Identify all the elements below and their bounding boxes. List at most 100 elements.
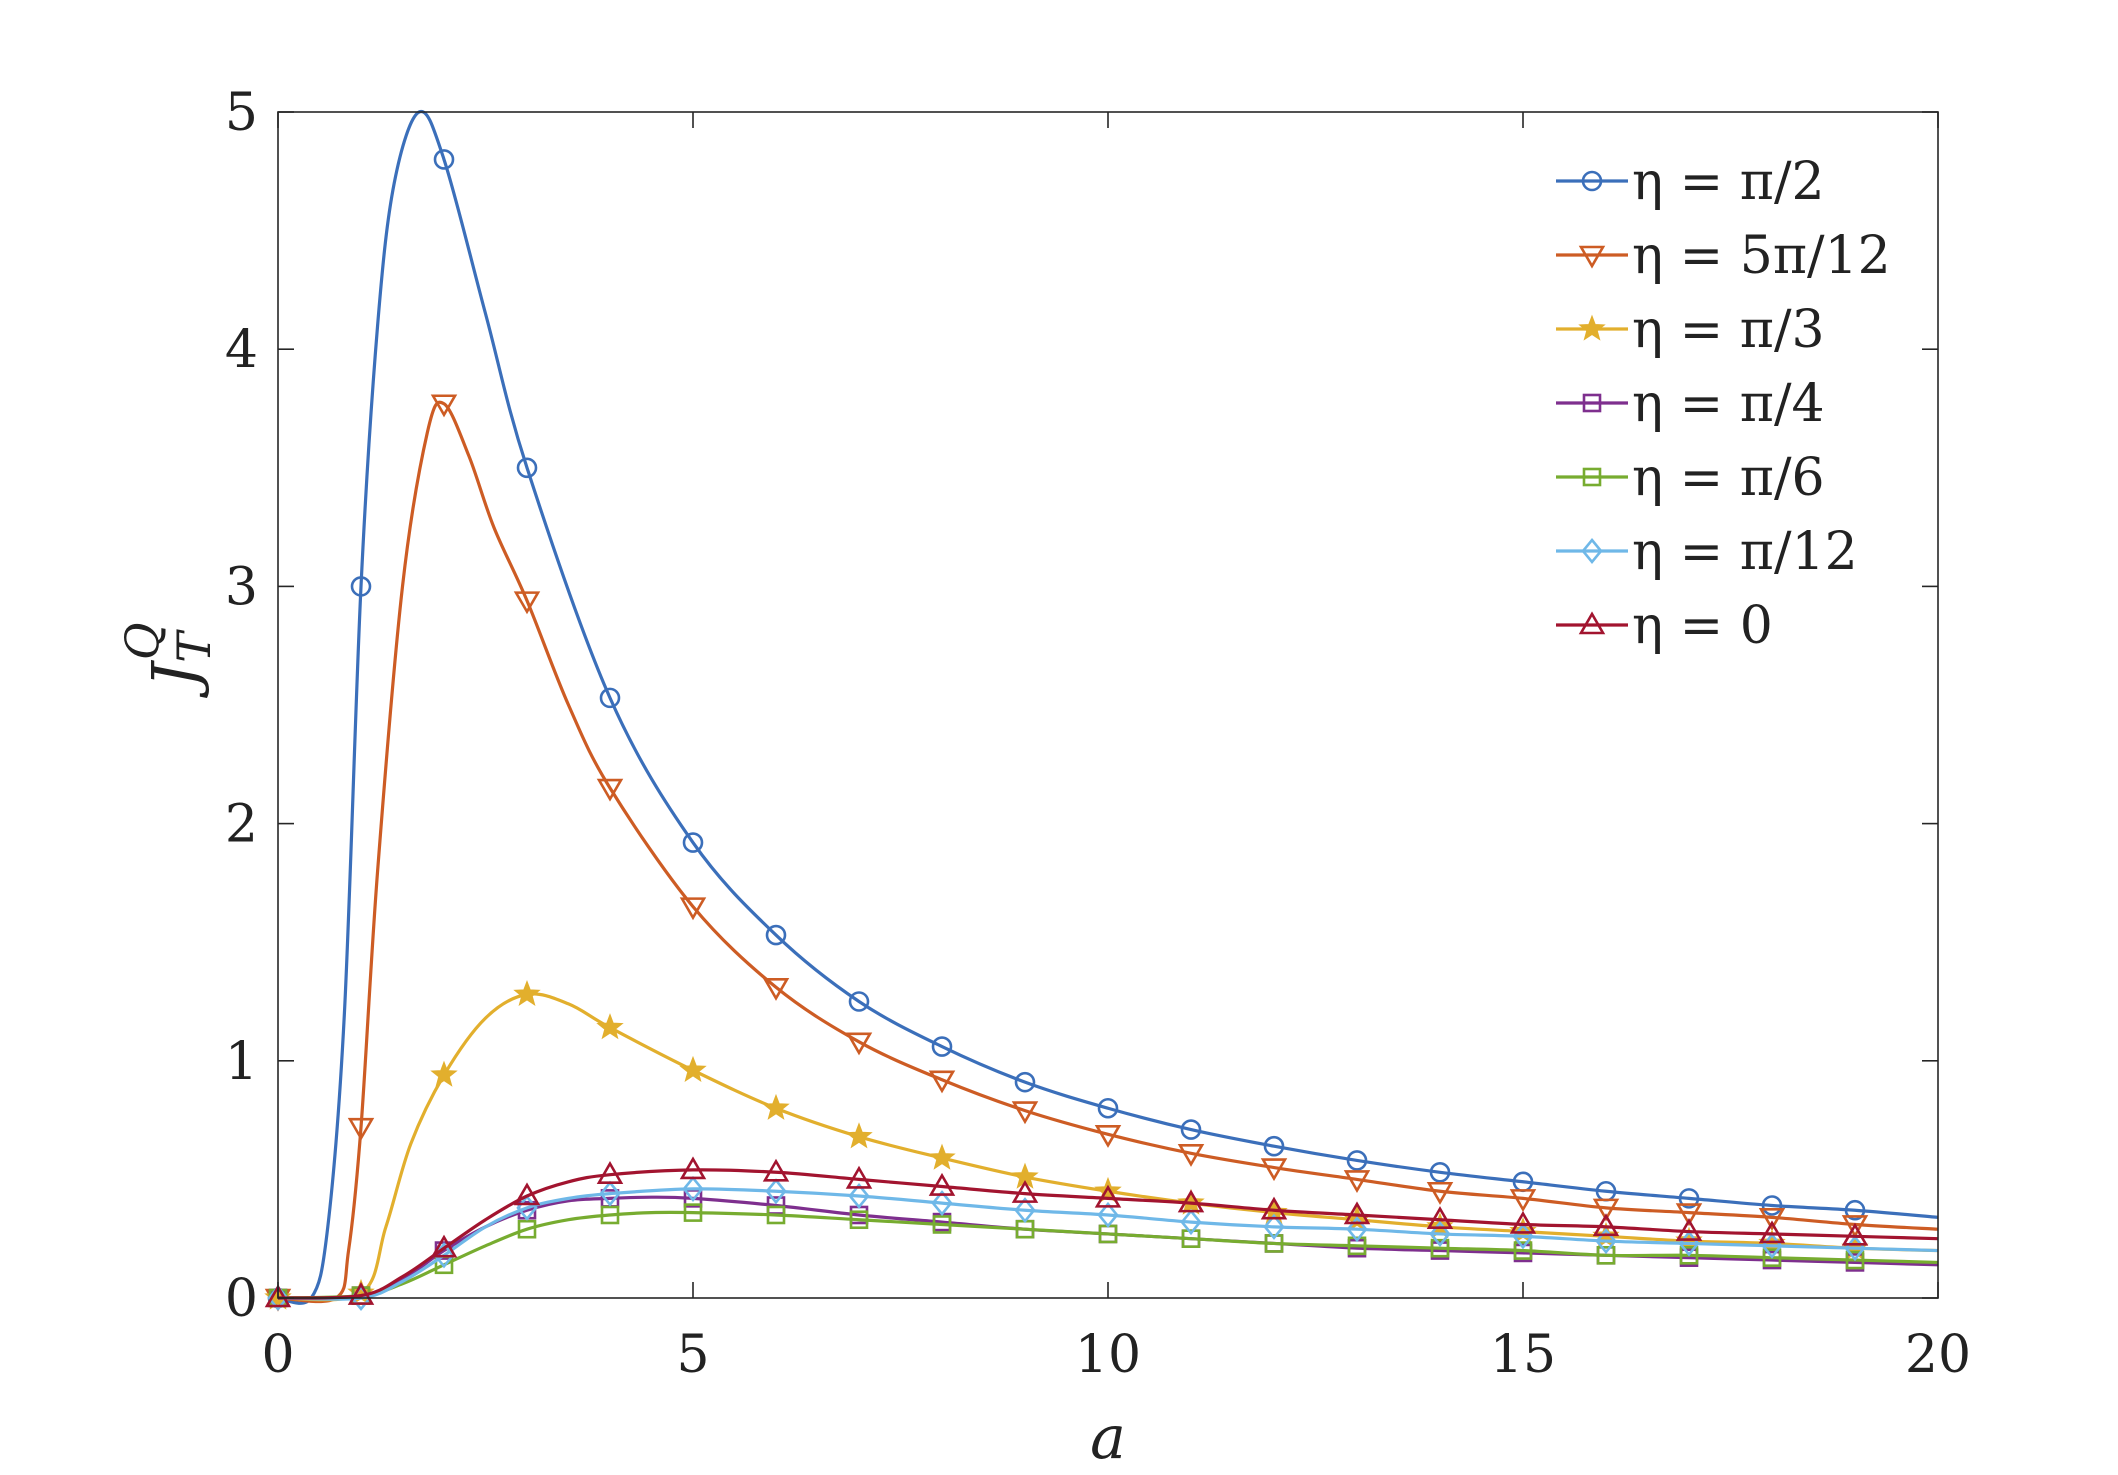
data-point-0-13	[1346, 1150, 1368, 1171]
data-point-6-10	[1094, 1184, 1122, 1208]
data-point-0-3	[516, 457, 538, 479]
data-point-6-14	[1426, 1206, 1454, 1230]
data-point-5-10	[1097, 1201, 1119, 1229]
data-point-6-6	[762, 1158, 790, 1182]
data-point-0-14	[1429, 1161, 1451, 1183]
data-point-0-11	[1180, 1119, 1202, 1140]
data-point-4-6	[766, 1205, 786, 1225]
data-point-4-17	[1679, 1246, 1699, 1265]
data-point-0-10	[1097, 1097, 1119, 1119]
data-point-1-8	[928, 1070, 956, 1094]
legend-label-4: η = π/6	[1632, 448, 1825, 508]
legend-entry-5: η = π/12	[1556, 522, 1858, 582]
legend-entry-0: η = π/2	[1556, 152, 1825, 212]
data-point-1-7	[845, 1032, 873, 1056]
legend-marker-0	[1581, 170, 1603, 192]
data-point-4-5	[683, 1203, 703, 1222]
data-point-4-18	[1762, 1248, 1782, 1267]
data-point-4-7	[849, 1210, 869, 1230]
legend-label-1: η = 5π/12	[1632, 226, 1891, 286]
data-point-1-18	[1758, 1208, 1786, 1231]
data-point-6-9	[1011, 1180, 1039, 1203]
data-point-6-17	[1675, 1217, 1703, 1241]
data-point-0-19	[1844, 1199, 1866, 1221]
data-point-6-8	[928, 1172, 956, 1196]
data-point-5-0	[267, 1284, 289, 1312]
data-point-1-3	[513, 591, 541, 615]
legend-label-0: η = π/2	[1632, 152, 1825, 212]
data-point-6-11	[1177, 1189, 1205, 1213]
data-point-0-4	[599, 687, 621, 709]
data-point-1-10	[1094, 1125, 1122, 1148]
series-line-5	[277, 1187, 1939, 1301]
data-point-1-14	[1426, 1181, 1454, 1205]
data-point-0-9	[1014, 1071, 1036, 1093]
series-layer	[264, 109, 1939, 1312]
data-point-2-6	[762, 1093, 790, 1120]
legend: η = π/2 η = 5π/12 η = π/3 η = π/4 η = π/6 η =…	[1540, 136, 1920, 684]
legend-marker-3	[1582, 393, 1602, 413]
legend-box	[1540, 136, 1920, 684]
data-point-5-13	[1346, 1216, 1368, 1243]
data-point-5-14	[1429, 1220, 1451, 1248]
data-point-6-12	[1260, 1196, 1288, 1220]
data-point-0-2	[433, 149, 455, 170]
y-axis-label-sup: Q	[115, 622, 169, 660]
y-axis-label-sub: T	[167, 629, 221, 663]
data-point-1-6	[762, 977, 790, 1001]
data-point-6-18	[1758, 1220, 1786, 1244]
data-point-1-11	[1177, 1144, 1205, 1167]
x-tick-label-3: 15	[1490, 1325, 1556, 1385]
data-point-6-7	[845, 1165, 873, 1189]
data-point-4-11	[1181, 1229, 1201, 1248]
legend-entry-6: η = 0	[1556, 596, 1773, 656]
x-tick-label-2: 10	[1075, 1325, 1141, 1385]
series-4	[268, 1203, 1939, 1308]
data-point-1-5	[679, 897, 707, 921]
data-point-4-15	[1513, 1241, 1533, 1260]
data-point-0-12	[1263, 1135, 1285, 1157]
data-point-6-3	[513, 1182, 541, 1206]
data-point-2-4	[596, 1013, 624, 1040]
data-point-1-19	[1841, 1215, 1869, 1239]
data-point-4-13	[1347, 1236, 1367, 1256]
series-line-0	[277, 109, 1939, 1305]
data-point-5-12	[1263, 1213, 1285, 1240]
data-point-6-19	[1841, 1222, 1869, 1246]
x-tick-label-1: 5	[676, 1325, 709, 1385]
data-point-1-4	[596, 778, 624, 802]
data-point-4-14	[1430, 1238, 1450, 1258]
legend-entry-4: η = π/6	[1556, 448, 1825, 508]
data-point-2-7	[845, 1122, 873, 1149]
data-point-2-3	[513, 979, 541, 1007]
data-point-5-7	[848, 1182, 870, 1210]
data-point-6-16	[1592, 1213, 1620, 1237]
y-tick-label-3: 3	[225, 557, 258, 617]
legend-marker-1	[1578, 245, 1606, 269]
data-point-1-15	[1509, 1189, 1537, 1212]
legend-entry-3: η = π/4	[1556, 374, 1825, 434]
data-point-4-8	[932, 1215, 952, 1234]
data-point-5-16	[1595, 1228, 1617, 1255]
data-point-4-3	[517, 1219, 537, 1239]
data-point-0-1	[350, 576, 372, 597]
data-point-4-19	[1845, 1250, 1865, 1270]
data-point-6-13	[1343, 1201, 1371, 1225]
data-point-5-11	[1180, 1209, 1202, 1236]
data-point-4-16	[1596, 1246, 1616, 1265]
data-point-1-2	[430, 394, 458, 418]
y-axis-label-main: J	[138, 660, 211, 699]
data-point-4-4	[600, 1205, 620, 1225]
data-point-1-17	[1675, 1203, 1703, 1227]
data-point-0-18	[1761, 1195, 1783, 1216]
tick-layer: 0 5 10 15 20 0 1 2 3 4 5	[225, 83, 1971, 1385]
y-axis-label: JTQ	[115, 622, 221, 698]
x-axis-label: a	[1090, 1403, 1126, 1473]
legend-marker-2	[1578, 314, 1606, 341]
data-point-2-5	[679, 1055, 707, 1082]
data-point-1-16	[1592, 1198, 1620, 1222]
legend-marker-4	[1582, 467, 1602, 487]
legend-marker-6	[1578, 611, 1606, 635]
legend-label-6: η = 0	[1632, 596, 1773, 656]
